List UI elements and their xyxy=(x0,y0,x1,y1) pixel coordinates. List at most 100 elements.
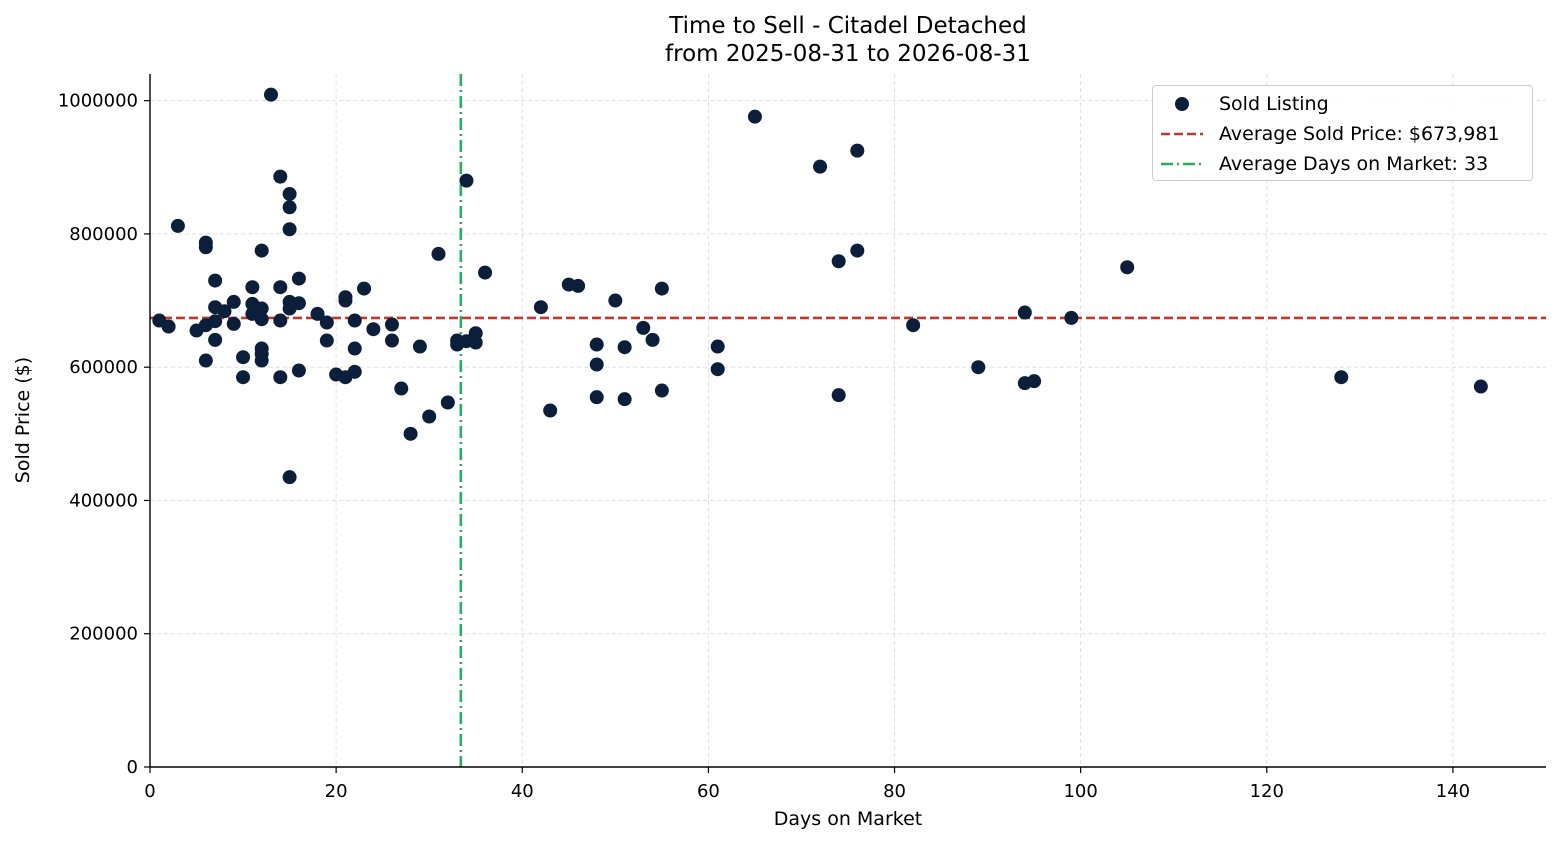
data-point xyxy=(1027,374,1042,389)
data-point xyxy=(1334,370,1349,385)
data-point xyxy=(589,357,604,372)
data-point xyxy=(226,294,241,309)
data-point xyxy=(282,186,297,201)
x-tick-label: 60 xyxy=(697,781,720,802)
data-point xyxy=(422,409,437,424)
data-point xyxy=(571,278,586,293)
data-point xyxy=(347,341,362,356)
data-point xyxy=(282,222,297,237)
data-point xyxy=(273,313,288,328)
data-point xyxy=(338,293,353,308)
y-tick-label: 200000 xyxy=(69,624,138,645)
legend-marker-dashdot-line xyxy=(1161,162,1203,166)
data-point xyxy=(291,363,306,378)
legend-item-average-days: Average Days on Market: 33 xyxy=(1153,149,1532,179)
data-point xyxy=(384,317,399,332)
data-point xyxy=(636,320,651,335)
data-point xyxy=(263,87,278,102)
data-point xyxy=(319,315,334,330)
data-point xyxy=(608,293,623,308)
data-point xyxy=(710,339,725,354)
data-point xyxy=(645,332,660,347)
data-point xyxy=(831,388,846,403)
data-point xyxy=(617,340,632,355)
legend-item-average-price: Average Sold Price: $673,981 xyxy=(1153,119,1532,149)
data-point xyxy=(282,200,297,215)
y-axis-label: Sold Price ($) xyxy=(12,356,34,484)
y-tick-label: 800000 xyxy=(69,224,138,245)
legend-item-sold-listing: Sold Listing xyxy=(1153,89,1532,119)
data-point xyxy=(347,313,362,328)
data-point xyxy=(347,364,362,379)
legend-label-average-price: Average Sold Price: $673,981 xyxy=(1219,123,1500,145)
data-point xyxy=(366,322,381,337)
data-point xyxy=(254,353,269,368)
data-point xyxy=(589,337,604,352)
data-point xyxy=(478,265,493,280)
data-point xyxy=(813,159,828,174)
x-tick-label: 40 xyxy=(511,781,534,802)
data-point xyxy=(906,318,921,333)
data-point xyxy=(357,281,372,296)
data-point xyxy=(161,319,176,334)
x-axis-label: Days on Market xyxy=(773,808,923,830)
legend-label-sold-listing: Sold Listing xyxy=(1219,93,1329,115)
data-point xyxy=(254,301,269,316)
legend: Sold Listing Average Sold Price: $673,98… xyxy=(1152,85,1533,181)
data-point xyxy=(273,280,288,295)
data-point xyxy=(291,296,306,311)
data-point xyxy=(198,353,213,368)
data-point xyxy=(236,370,251,385)
legend-marker-dashed-line xyxy=(1161,132,1203,136)
data-point xyxy=(384,333,399,348)
x-tick-label: 0 xyxy=(144,781,155,802)
reference-lines xyxy=(150,74,1546,767)
data-point xyxy=(254,312,269,327)
legend-marker-dot xyxy=(1175,97,1189,111)
data-point xyxy=(440,395,455,410)
data-point xyxy=(1120,260,1135,275)
data-point xyxy=(654,281,669,296)
axes xyxy=(144,74,1546,773)
data-point xyxy=(217,304,232,319)
data-point xyxy=(198,240,213,255)
data-point xyxy=(1064,310,1079,325)
data-point xyxy=(310,306,325,321)
y-tick-label: 0 xyxy=(127,757,138,778)
y-tick-label: 600000 xyxy=(69,357,138,378)
data-point xyxy=(403,426,418,441)
tick-labels: 0 20 40 60 80 100 120 140 0 200000 400000 600000 800… xyxy=(58,91,1470,802)
data-point xyxy=(831,254,846,269)
data-point xyxy=(236,350,251,365)
data-point xyxy=(850,243,865,258)
data-points xyxy=(152,87,1488,485)
data-point xyxy=(208,332,223,347)
data-point xyxy=(459,173,474,188)
data-point xyxy=(319,333,334,348)
y-tick-label: 400000 xyxy=(69,490,138,511)
chart-subtitle: from 2025-08-31 to 2026-08-31 xyxy=(665,41,1031,67)
data-point xyxy=(245,280,260,295)
data-point xyxy=(170,218,185,233)
data-point xyxy=(273,169,288,184)
chart-title: Time to Sell - Citadel Detached xyxy=(669,13,1027,39)
data-point xyxy=(1473,379,1488,394)
data-point xyxy=(1017,305,1032,320)
data-point xyxy=(543,403,558,418)
data-point xyxy=(208,273,223,288)
data-point xyxy=(394,381,409,396)
data-point xyxy=(254,243,269,258)
data-point xyxy=(468,335,483,350)
data-point xyxy=(710,362,725,377)
data-point xyxy=(850,143,865,158)
data-point xyxy=(226,316,241,331)
data-point xyxy=(431,246,446,261)
x-tick-label: 20 xyxy=(325,781,348,802)
data-point xyxy=(589,390,604,405)
data-point xyxy=(617,392,632,407)
y-tick-label: 1000000 xyxy=(58,91,138,112)
data-point xyxy=(273,370,288,385)
data-point xyxy=(291,271,306,286)
x-tick-label: 140 xyxy=(1436,781,1470,802)
